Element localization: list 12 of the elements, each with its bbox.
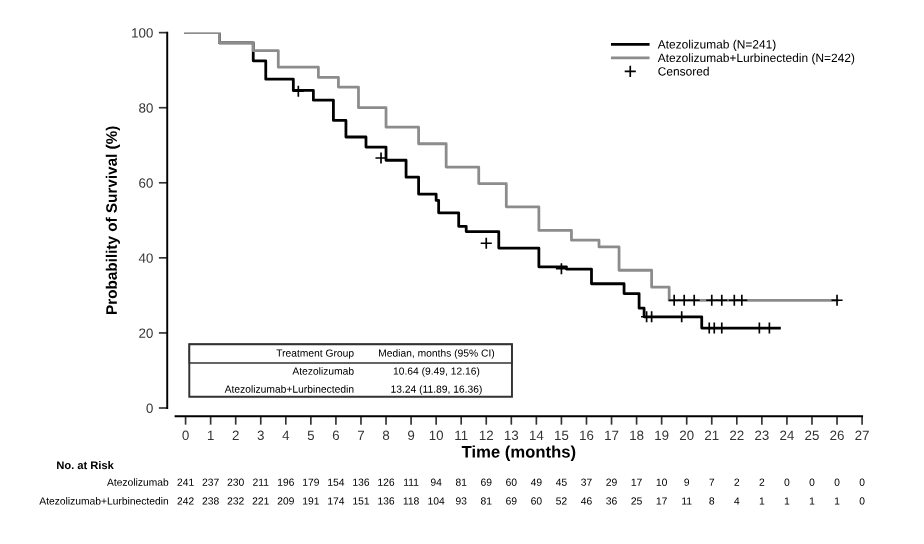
point	[830, 293, 844, 307]
point	[735, 293, 749, 307]
point	[705, 293, 719, 307]
point	[667, 293, 681, 307]
point	[479, 236, 493, 250]
point	[291, 84, 305, 98]
point	[687, 293, 701, 307]
x-axis-title: Time (months)	[461, 445, 576, 461]
point	[715, 293, 729, 307]
point	[727, 293, 741, 307]
point	[677, 293, 691, 307]
point	[555, 262, 568, 276]
